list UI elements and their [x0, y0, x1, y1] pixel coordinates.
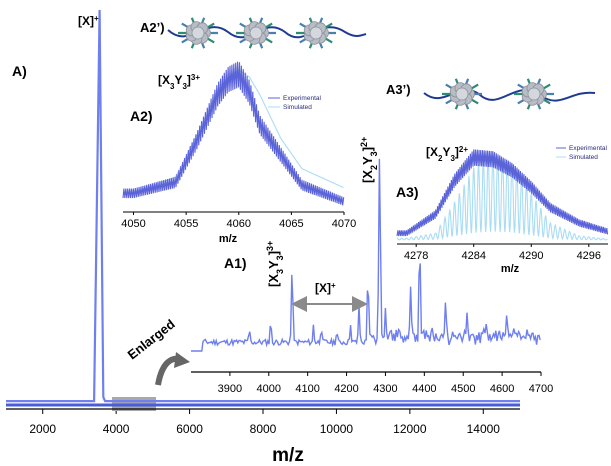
main-x-ticks: 2000 4000 6000 8000 10000 12000 14000 [29, 409, 500, 436]
a2-curves [122, 61, 345, 206]
a3-x-ticks: 4278 4284 4290 4296 [404, 244, 601, 262]
molecular-structure-icon-trimer [167, 17, 367, 49]
a2-x-ticks: 4050 4055 4060 4065 4070 [121, 212, 356, 230]
panel-label-a2-prime: A2’) [140, 20, 165, 35]
a1-x-ticks: 3900 4000 4100 4200 4300 4400 4500 4600 4700 [218, 372, 553, 395]
panel-label-a3-prime: A3’) [386, 82, 411, 97]
a1-x-tick-label: 4000 [257, 383, 281, 395]
main-x-tick-label: 12000 [393, 422, 427, 436]
molecule-cluster-icon [514, 78, 554, 110]
a2-legend-experimental: Experimental [283, 95, 321, 102]
panel-label-a2: A2) [130, 108, 153, 124]
a2-x-tick-label: 4070 [332, 218, 356, 230]
panel-label-a3: A3) [396, 184, 419, 200]
a2-legend-simulated: Simulated [283, 104, 312, 111]
enlarged-label: Enlarged [125, 316, 178, 362]
a2-x-tick-label: 4050 [121, 218, 145, 230]
main-x-tick-label: 6000 [176, 422, 203, 436]
a2-x-axis-label: m/z [219, 233, 238, 245]
a1-x-tick-label: 4700 [529, 383, 553, 395]
panel-label-a1: A1) [224, 255, 247, 271]
a1-x-tick-label: 4100 [295, 383, 319, 395]
x-plus-label-gap: [X]+ [315, 281, 336, 296]
a3-x-tick-label: 4284 [461, 250, 485, 262]
a3-experimental-line [396, 149, 609, 237]
x3y3-label-a2: [X3Y3]3+ [158, 73, 200, 91]
a3-legend-simulated: Simulated [569, 154, 598, 161]
main-x-tick-label: 8000 [250, 422, 277, 436]
panel-a3: A3’) A3) [X2Y3]2+ 4278 4284 4290 4296 m/z E… [386, 82, 609, 275]
a3-x-tick-label: 4290 [519, 250, 543, 262]
a3-x-tick-label: 4278 [404, 250, 428, 262]
a2-x-tick-label: 4055 [174, 218, 198, 230]
main-x-tick-label: 10000 [320, 422, 354, 436]
molecule-cluster-icon [236, 17, 276, 49]
panel-a1: A1) 3900 4000 4100 4200 4300 4400 4500 4600 4700… [191, 137, 553, 395]
panel-label-a: A) [12, 63, 27, 79]
a2-x-tick-label: 4065 [279, 218, 303, 230]
main-x-tick-label: 4000 [103, 422, 130, 436]
x2y3-label-a1: [X2Y3]2+ [359, 137, 379, 183]
a3-x-tick-label: 4296 [577, 250, 601, 262]
molecule-cluster-icon [296, 17, 336, 49]
a1-x-tick-label: 4500 [451, 383, 475, 395]
a1-x-tick-label: 4300 [373, 383, 397, 395]
a1-x-tick-label: 3900 [218, 383, 242, 395]
a3-x-axis-label: m/z [501, 263, 520, 275]
molecule-cluster-icon [178, 17, 218, 49]
x3y3-label-a1: [X3Y3]3+ [265, 241, 285, 287]
panel-a2: A2’) A2) [X3Y3]3+ 4050 4055 4060 4065 4070 m… [121, 20, 356, 245]
x-plus-label-top: [X]+ [78, 14, 99, 29]
main-x-axis-label: m/z [272, 445, 304, 466]
molecular-structure-icon-dimer [423, 78, 596, 110]
a1-x-tick-label: 4200 [334, 383, 358, 395]
a1-x-tick-label: 4400 [412, 383, 436, 395]
x2y3-label-a3: [X2Y3]2+ [426, 145, 468, 163]
main-spectrum-line [6, 9, 520, 403]
a1-x-tick-label: 4600 [490, 383, 514, 395]
a2-experimental-line [122, 61, 345, 206]
a3-curves [396, 149, 609, 241]
curved-arrow-head-icon [174, 352, 190, 368]
a3-legend-experimental: Experimental [569, 145, 607, 152]
main-x-tick-label: 14000 [467, 422, 501, 436]
main-x-tick-label: 2000 [29, 422, 56, 436]
a1-spectrum-line [191, 158, 541, 352]
a2-x-tick-label: 4060 [227, 218, 251, 230]
molecule-cluster-icon [442, 78, 482, 110]
